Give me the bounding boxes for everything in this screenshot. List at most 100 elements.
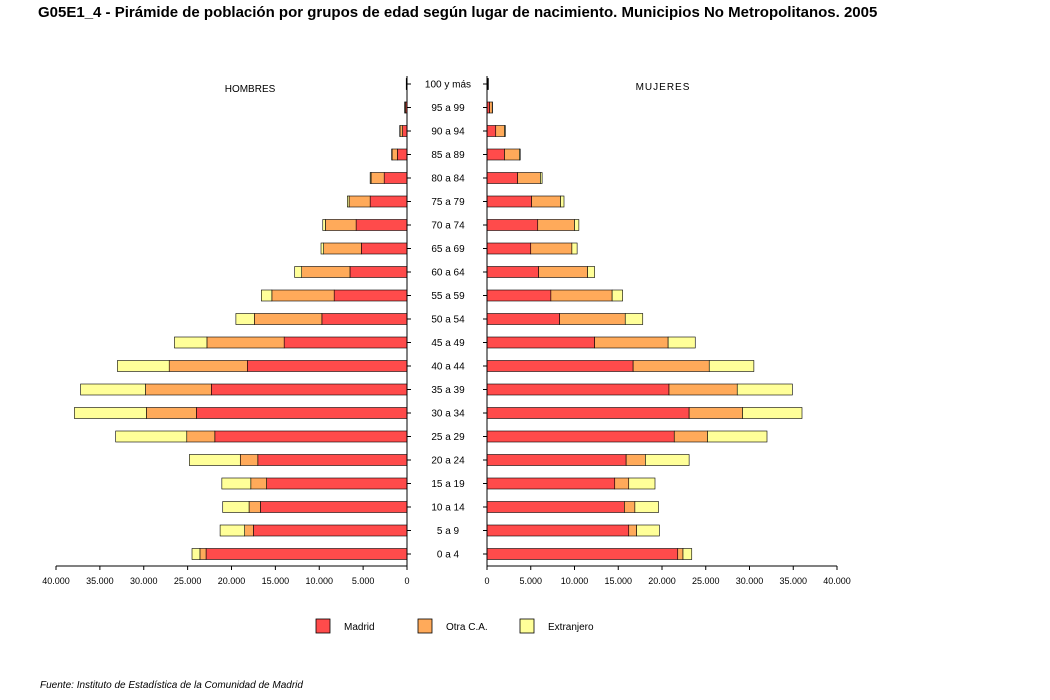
bar-mujeres-madrid-50-a-54 (486, 313, 560, 325)
bar-hombres-otra-c-a-35-a-39 (145, 383, 212, 396)
bar-mujeres-otra-c-a-70-a-74 (537, 219, 575, 231)
bar-hombres-extranjero-20-a-24 (189, 454, 241, 466)
bar-hombres-extranjero-15-a-19 (221, 477, 252, 490)
age-label: 30 a 34 (431, 409, 465, 420)
bar-mujeres-madrid-75-a-79 (486, 195, 532, 208)
bar-mujeres-madrid-5-a-9 (486, 524, 630, 537)
bar-mujeres-otra-c-a-80-a-84 (517, 172, 541, 184)
age-label: 35 a 39 (431, 385, 465, 396)
bar-hombres-madrid-55-a-59 (333, 289, 408, 302)
bar-mujeres-extranjero-35-a-39 (736, 383, 793, 396)
x-tick-label-mujeres: 30.000 (736, 576, 764, 586)
bar-hombres-otra-c-a-0-a-4 (199, 548, 207, 560)
bar-mujeres-madrid-45-a-49 (486, 336, 595, 349)
bar-mujeres-otra-c-a-5-a-9 (628, 524, 637, 537)
bar-hombres-extranjero-25-a-29 (115, 430, 188, 443)
bar-hombres-otra-c-a-55-a-59 (271, 289, 335, 302)
bars-layer (74, 78, 803, 560)
x-tick-label-hombres: 25.000 (174, 576, 202, 586)
bar-mujeres-otra-c-a-15-a-19 (614, 477, 630, 490)
bar-hombres-madrid-45-a-49 (283, 336, 408, 349)
bar-hombres-extranjero-55-a-59 (261, 289, 273, 302)
bar-hombres-madrid-50-a-54 (321, 313, 408, 325)
x-tick-label-hombres: 0 (404, 576, 409, 586)
bar-mujeres-extranjero-45-a-49 (667, 336, 696, 349)
bar-hombres-extranjero-75-a-79 (347, 195, 350, 208)
bar-hombres-otra-c-a-70-a-74 (325, 219, 357, 231)
bar-hombres-extranjero-30-a-34 (74, 407, 147, 419)
age-label: 50 a 54 (431, 315, 465, 326)
bar-mujeres-otra-c-a-55-a-59 (550, 289, 613, 302)
age-label: 25 a 29 (431, 432, 465, 443)
legend-label-otra-c-a: Otra C.A. (446, 622, 488, 633)
legend-label-extranjero: Extranjero (548, 622, 594, 633)
age-label: 75 a 79 (431, 197, 465, 208)
bar-hombres-extranjero-80-a-84 (369, 172, 372, 184)
bar-mujeres-otra-c-a-40-a-44 (632, 360, 710, 372)
bar-mujeres-otra-c-a-85-a-89 (504, 148, 520, 161)
age-label: 100 y más (425, 80, 471, 91)
bar-mujeres-extranjero-20-a-24 (645, 454, 690, 466)
bar-mujeres-madrid-70-a-74 (486, 219, 539, 231)
axes-layer: 40.000 35.000 30.000 25.000 20.000 15.000 10.0… (42, 76, 851, 586)
bar-mujeres-otra-c-a-20-a-24 (625, 454, 646, 466)
bar-hombres-otra-c-a-65-a-69 (323, 242, 362, 255)
bar-hombres-otra-c-a-20-a-24 (239, 454, 259, 466)
x-tick-label-hombres: 30.000 (130, 576, 158, 586)
x-tick-label-mujeres: 0 (484, 576, 489, 586)
bar-mujeres-extranjero-70-a-74 (574, 219, 580, 231)
bar-hombres-otra-c-a-45-a-49 (206, 336, 285, 349)
bar-mujeres-otra-c-a-0-a-4 (677, 548, 684, 560)
bar-hombres-madrid-70-a-74 (355, 219, 408, 231)
age-label: 65 a 69 (431, 244, 465, 255)
age-label: 85 a 89 (431, 150, 465, 161)
x-tick-label-mujeres: 25.000 (692, 576, 720, 586)
bar-hombres-madrid-30-a-34 (196, 407, 408, 419)
x-tick-label-hombres: 15.000 (262, 576, 290, 586)
bar-hombres-otra-c-a-80-a-84 (370, 172, 385, 184)
bar-hombres-extranjero-0-a-4 (191, 548, 201, 560)
legend: Madrid Otra C.A. Extranjero (315, 618, 594, 634)
bar-mujeres-extranjero-10-a-14 (634, 501, 659, 513)
bar-mujeres-madrid-90-a-94 (486, 125, 497, 137)
x-tick-label-mujeres: 40.000 (823, 576, 851, 586)
bar-mujeres-madrid-25-a-29 (486, 430, 675, 443)
x-tick-label-hombres: 40.000 (42, 576, 70, 586)
age-label: 0 a 4 (437, 550, 460, 561)
bar-hombres-otra-c-a-10-a-14 (248, 501, 261, 513)
age-label: 20 a 24 (431, 456, 465, 467)
legend-label-madrid: Madrid (344, 622, 375, 633)
bar-mujeres-madrid-20-a-24 (486, 454, 627, 466)
bar-mujeres-extranjero-30-a-34 (742, 407, 803, 419)
age-label: 95 a 99 (431, 103, 465, 114)
bar-hombres-otra-c-a-50-a-54 (254, 313, 323, 325)
bar-hombres-otra-c-a-5-a-9 (244, 524, 254, 537)
x-tick-label-hombres: 5.000 (352, 576, 375, 586)
bar-hombres-otra-c-a-85-a-89 (391, 148, 398, 161)
bar-hombres-extranjero-10-a-14 (222, 501, 250, 513)
bar-mujeres-madrid-80-a-84 (486, 172, 518, 184)
bar-hombres-madrid-80-a-84 (383, 172, 408, 184)
panel-label-hombres: HOMBRES (225, 84, 276, 95)
bar-mujeres-otra-c-a-35-a-39 (668, 383, 738, 396)
bar-hombres-extranjero-65-a-69 (320, 242, 324, 255)
x-tick-label-hombres: 35.000 (86, 576, 114, 586)
bar-mujeres-otra-c-a-45-a-49 (594, 336, 669, 349)
bar-hombres-madrid-65-a-69 (361, 242, 408, 255)
bar-hombres-madrid-15-a-19 (266, 477, 408, 490)
legend-swatch-otra-c-a (417, 618, 433, 634)
bar-mujeres-madrid-15-a-19 (486, 477, 616, 490)
bar-hombres-madrid-10-a-14 (260, 501, 408, 513)
bar-hombres-otra-c-a-90-a-94 (399, 125, 403, 137)
bar-mujeres-madrid-10-a-14 (486, 501, 625, 513)
bar-hombres-otra-c-a-60-a-64 (301, 266, 351, 278)
bar-mujeres-extranjero-50-a-54 (624, 313, 644, 325)
bar-mujeres-extranjero-55-a-59 (611, 289, 623, 302)
bar-hombres-madrid-75-a-79 (369, 195, 408, 208)
bar-mujeres-otra-c-a-25-a-29 (673, 430, 708, 443)
bar-hombres-otra-c-a-25-a-29 (186, 430, 216, 443)
bar-mujeres-extranjero-65-a-69 (571, 242, 578, 255)
chart-title: G05E1_4 - Pirámide de población por grup… (38, 4, 878, 21)
bar-mujeres-madrid-60-a-64 (486, 266, 539, 278)
